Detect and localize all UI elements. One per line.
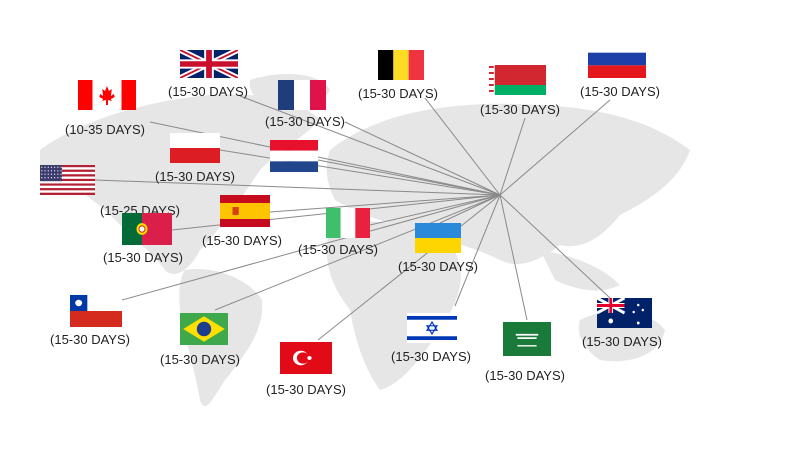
delivery-time-label: (15-30 DAYS) (155, 169, 235, 184)
delivery-time-label: (15-30 DAYS) (358, 86, 438, 101)
delivery-time-label: (15-30 DAYS) (582, 334, 662, 349)
africa-shape (326, 221, 461, 390)
delivery-time-label: (15-30 DAYS) (580, 84, 660, 99)
connector-line (499, 194, 528, 321)
delivery-time-label: (15-30 DAYS) (168, 84, 248, 99)
canada-flag-icon (78, 80, 136, 110)
turkey-flag-icon (280, 342, 332, 374)
uk-flag-icon (180, 50, 238, 78)
connector-line (269, 194, 501, 213)
connector-line (214, 194, 501, 311)
connector-line (369, 194, 501, 226)
delivery-time-label: (15-30 DAYS) (298, 242, 378, 257)
delivery-time-label: (15-30 DAYS) (202, 233, 282, 248)
delivery-time-label: (15-30 DAYS) (265, 114, 345, 129)
belgium-flag-icon (378, 50, 424, 80)
delivery-time-label: (15-30 DAYS) (391, 349, 471, 364)
connector-line (424, 97, 501, 196)
spain-flag-icon (220, 195, 270, 227)
connector-line (94, 179, 501, 196)
france-flag-icon (278, 80, 326, 110)
saudi-arabia-flag-icon (503, 322, 551, 356)
north-america-shape (40, 94, 320, 274)
russia-flag-icon (588, 40, 646, 78)
israel-flag-icon (407, 313, 457, 343)
brazil-flag-icon (180, 313, 228, 345)
connector-line (499, 194, 611, 299)
australia-flag-icon (597, 298, 652, 328)
connector-line (219, 149, 501, 196)
delivery-time-label: (15-30 DAYS) (103, 250, 183, 265)
connector-line (499, 117, 526, 196)
netherlands-flag-icon (270, 140, 318, 172)
connector-line (317, 159, 501, 196)
connector-line (121, 194, 501, 301)
connector-line (439, 194, 501, 224)
ukraine-flag-icon (415, 223, 461, 253)
italy-flag-icon (326, 208, 370, 238)
chile-flag-icon (70, 295, 122, 327)
delivery-time-label: (15-30 DAYS) (50, 332, 130, 347)
delivery-time-label: (15-30 DAYS) (160, 352, 240, 367)
connector-line (499, 99, 611, 196)
delivery-time-label: (15-30 DAYS) (480, 102, 560, 117)
belarus-flag-icon (488, 65, 546, 95)
delivery-time-label: (15-30 DAYS) (266, 382, 346, 397)
connector-line (317, 194, 501, 341)
delivery-time-label: (15-30 DAYS) (398, 259, 478, 274)
connector-line (344, 121, 501, 196)
usa-flag-icon (40, 165, 95, 195)
delivery-time-label: (10-35 DAYS) (65, 122, 145, 137)
poland-flag-icon (170, 133, 220, 163)
connector-line (239, 95, 501, 196)
connector-line (454, 194, 501, 307)
portugal-flag-icon (122, 213, 172, 245)
delivery-time-label: (15-30 DAYS) (485, 368, 565, 383)
